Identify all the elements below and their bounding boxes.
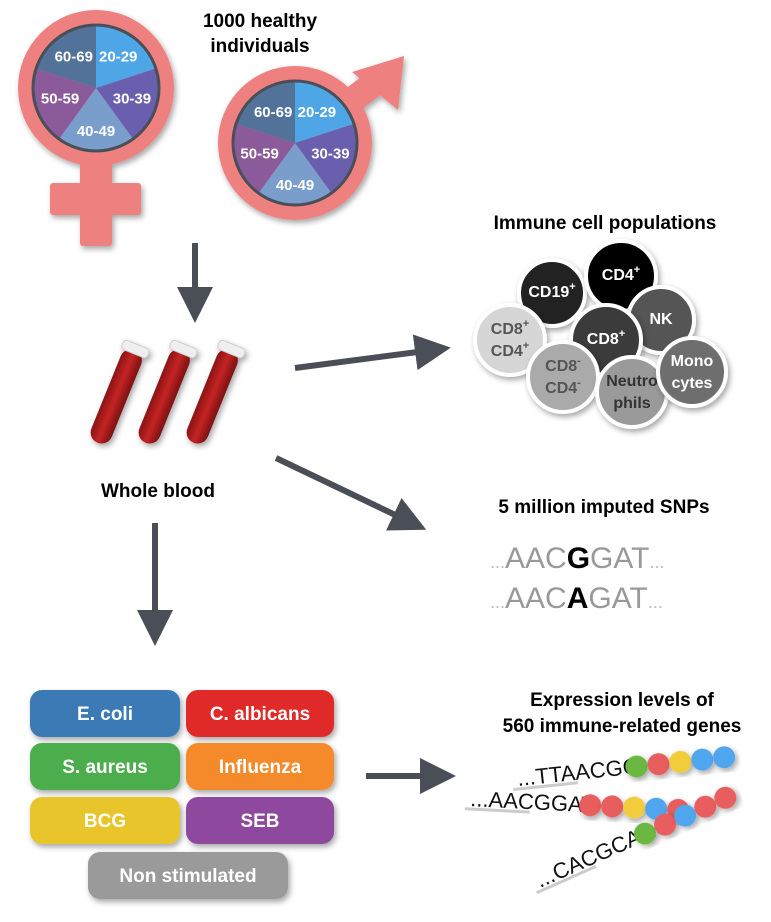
svg-text:CD4-: CD4-: [545, 377, 581, 397]
red-bead: [654, 813, 677, 836]
svg-text:CD8-: CD8-: [545, 355, 581, 375]
cell-nk: NK: [626, 285, 696, 355]
female-age-pie: 20-29 30-39 40-49 50-59 60-69: [31, 23, 161, 153]
green-bead: [625, 755, 648, 778]
snp-sequence-1: ...AACGGAT...: [490, 542, 665, 575]
female-age-slice-20-29: [96, 25, 156, 88]
whole-blood-label: Whole blood: [101, 481, 215, 502]
red-bead: [579, 794, 602, 817]
svg-text:Neutro: Neutro: [606, 373, 658, 390]
male-age-slice-30-39: [295, 123, 357, 194]
expression-title-line1: Expression levels of: [530, 690, 714, 711]
stimulus-seb: SEB: [186, 797, 334, 844]
stimulus-influenza: Influenza: [186, 743, 334, 790]
expression-sequences: ...TTAACGG...AACGGAT...CACGCAA: [464, 746, 737, 895]
arrow-to-immune: [294, 334, 451, 371]
red-bead: [601, 795, 624, 818]
svg-text:CD4+: CD4+: [602, 264, 640, 284]
svg-text:...TTAACGG: ...TTAACGG: [516, 753, 641, 791]
cell-cd19pos: CD19+: [517, 258, 587, 328]
expression-sequence: ...AACGGAT: [464, 786, 690, 821]
male-age-label: 30-39: [311, 145, 349, 162]
male-age-label: 50-59: [240, 145, 278, 162]
stimulus-bcg: BCG: [30, 797, 180, 844]
svg-text:CD19+: CD19+: [528, 281, 575, 301]
female-age-label: 40-49: [77, 123, 115, 140]
male-age-slice-40-49: [258, 143, 332, 206]
red-bead: [647, 753, 670, 776]
stimuli-buttons: E. coli C. albicans S. aureus Influenza BCG S…: [30, 690, 334, 899]
cohort-title-line1: 1000 healthy: [203, 11, 317, 32]
stimulus-non-stimulated: Non stimulated: [88, 852, 288, 899]
male-age-label: 40-49: [276, 177, 314, 194]
expression-title-line2: 560 immune-related genes: [503, 716, 742, 737]
red-bead: [714, 786, 737, 809]
svg-text:Influenza: Influenza: [219, 757, 302, 778]
svg-text:SEB: SEB: [240, 811, 279, 832]
svg-text:phils: phils: [613, 395, 650, 412]
blue-bead: [713, 746, 736, 769]
arrow-to-snps: [274, 455, 427, 531]
male-age-slice-60-69: [236, 81, 295, 143]
blue-bead: [691, 748, 714, 771]
svg-text:CD4+: CD4+: [491, 340, 529, 360]
svg-text:...AACGGAT: ...AACGGAT: [470, 786, 595, 817]
yellow-bead: [623, 796, 646, 819]
male-age-label: 20-29: [298, 104, 336, 121]
male-age-slice-20-29: [295, 81, 354, 143]
expression-sequence: ...TTAACGG: [513, 746, 736, 791]
svg-text:cytes: cytes: [672, 375, 713, 392]
stimulus-s-aureus: S. aureus: [30, 743, 180, 790]
yellow-bead: [669, 750, 692, 773]
stimulus-c-albicans: C. albicans: [186, 690, 334, 737]
svg-text:BCG: BCG: [84, 811, 126, 832]
female-age-label: 30-39: [113, 91, 151, 108]
cohort-title-line2: individuals: [210, 36, 309, 57]
stimulus-e-coli: E. coli: [30, 690, 180, 737]
cell-monocytes: Mono cytes: [656, 336, 728, 408]
female-age-slice-30-39: [96, 68, 159, 139]
snps-title: 5 million imputed SNPs: [498, 497, 709, 518]
snp-allele-a: A: [567, 582, 589, 615]
green-bead: [633, 822, 656, 845]
female-age-slice-40-49: [58, 88, 134, 151]
snp-sequence-2: ...AACAGAT...: [490, 582, 663, 615]
svg-text:Mono: Mono: [671, 353, 714, 370]
svg-text:...AACGGAT...: ...AACGGAT...: [490, 542, 665, 575]
female-age-slice-50-59: [33, 68, 96, 139]
cell-cd8poscd4pos: CD8+CD4+: [473, 303, 547, 377]
svg-text:...AACAGAT...: ...AACAGAT...: [490, 582, 663, 615]
svg-text:E. coli: E. coli: [77, 704, 133, 725]
female-age-slice-60-69: [36, 25, 96, 88]
svg-text:NK: NK: [649, 311, 673, 328]
female-age-label: 20-29: [99, 48, 137, 65]
blue-bead: [674, 804, 697, 827]
female-age-label: 50-59: [41, 91, 79, 108]
male-age-pie: 20-29 30-39 40-49 50-59 60-69: [231, 79, 359, 207]
male-age-slice-50-59: [233, 123, 295, 194]
snp-allele-g: G: [567, 542, 590, 575]
blood-tubes-icon: [90, 339, 246, 444]
svg-text:Non stimulated: Non stimulated: [119, 866, 256, 887]
female-age-label: 60-69: [55, 48, 93, 65]
red-bead: [694, 795, 717, 818]
svg-text:CD8+: CD8+: [491, 318, 529, 338]
svg-text:S. aureus: S. aureus: [62, 757, 148, 778]
male-age-label: 60-69: [254, 104, 292, 121]
cell-cd8negcd4neg: CD8-CD4-: [526, 340, 600, 414]
svg-text:C. albicans: C. albicans: [210, 704, 310, 725]
svg-text:CD8+: CD8+: [587, 328, 625, 348]
immune-title: Immune cell populations: [494, 213, 717, 234]
